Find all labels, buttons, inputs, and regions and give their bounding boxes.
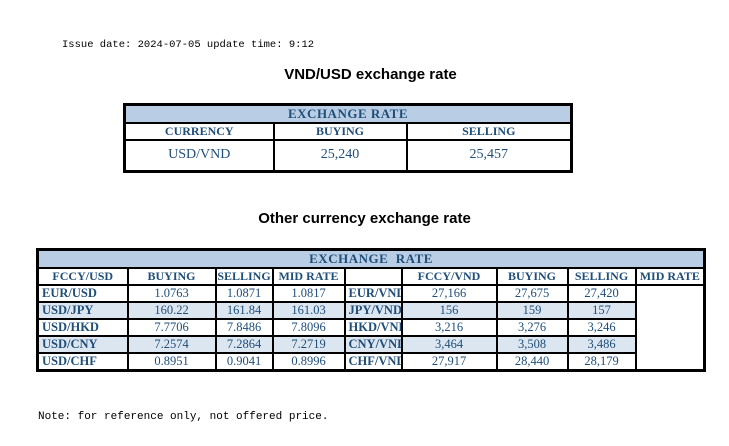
column-header-fccy-usd: FCCY/USD [36, 267, 129, 286]
column-header-selling: SELLING [405, 122, 573, 141]
column-header-mid-rate-vnd: MID RATE [634, 267, 706, 286]
pair-cell: EUR/VND [343, 284, 403, 303]
buying-cell: 3,464 [400, 335, 498, 354]
footnote: Note: for reference only, not offered pr… [38, 411, 329, 423]
selling-cell: 25,457 [405, 139, 573, 172]
column-header-mid-rate-usd: MID RATE [271, 267, 346, 286]
buying-cell: 0.8951 [126, 352, 217, 372]
selling-cell: 3,508 [495, 335, 569, 354]
selling-cell: 27,675 [495, 284, 569, 303]
exchange-rate-band: EXCHANGE RATE [123, 103, 573, 124]
selling-cell: 161.84 [214, 301, 274, 320]
column-header-fccy-vnd: FCCY/VND [400, 267, 498, 286]
pair-cell: USD/JPY [36, 301, 129, 320]
rate-row-cny: USD/CNY 7.2574 7.2864 7.2719 CNY/VND 3,4… [36, 335, 705, 354]
mid-rate-cell: 3,486 [566, 335, 637, 354]
pair-cell: HKD/VND [343, 318, 403, 337]
spacer-cell [343, 267, 403, 286]
selling-cell: 3,276 [495, 318, 569, 337]
mid-rate-cell: 7.2719 [271, 335, 346, 354]
buying-cell: 7.7706 [126, 318, 217, 337]
selling-cell: 28,440 [495, 352, 569, 372]
buying-cell: 27,917 [400, 352, 498, 372]
buying-cell: 3,216 [400, 318, 498, 337]
vnd-usd-section-title: VND/USD exchange rate [284, 66, 457, 83]
column-header-row: FCCY/USD BUYING SELLING MID RATE FCCY/VN… [36, 267, 706, 286]
other-currency-exchange-rate-table: EXCHANGE RATE FCCY/USD BUYING SELLING MI… [36, 248, 707, 372]
mid-rate-cell: 161.03 [271, 301, 346, 320]
pair-cell: EUR/USD [36, 284, 129, 303]
other-currency-section-title: Other currency exchange rate [258, 210, 471, 227]
pair-cell: CNY/VND [343, 335, 403, 354]
buying-cell: 156 [400, 301, 498, 320]
issue-date-line: Issue date: 2024-07-05 update time: 9:12 [62, 39, 315, 51]
rate-row: USD/VND 25,240 25,457 [123, 139, 573, 172]
rate-row-hkd: USD/HKD 7.7706 7.8486 7.8096 HKD/VND 3,2… [36, 318, 705, 337]
rate-row-jpy: USD/JPY 160.22 161.84 161.03 JPY/VND 156… [36, 301, 705, 320]
pair-cell: USD/CNY [36, 335, 129, 354]
column-header-row: CURRENCY BUYING SELLING [123, 122, 573, 141]
pair-cell: JPY/VND [343, 301, 403, 320]
rate-row-eur: EUR/USD 1.0763 1.0871 1.0817 EUR/VND 27,… [36, 284, 705, 303]
buying-cell: 1.0763 [126, 284, 217, 303]
buying-cell: 7.2574 [126, 335, 217, 354]
table-band-row: EXCHANGE RATE [123, 103, 573, 124]
pair-cell: USD/HKD [36, 318, 129, 337]
buying-cell: 27,166 [400, 284, 498, 303]
column-header-selling-vnd: SELLING [566, 267, 637, 286]
mid-rate-cell: 1.0817 [271, 284, 346, 303]
vnd-usd-exchange-rate-table: EXCHANGE RATE CURRENCY BUYING SELLING US… [123, 103, 574, 173]
column-header-buying: BUYING [272, 122, 408, 141]
rate-row-chf: USD/CHF 0.8951 0.9041 0.8996 CHF/VND 27,… [36, 352, 705, 372]
selling-cell: 0.9041 [214, 352, 274, 372]
buying-cell: 25,240 [272, 139, 408, 172]
pair-cell: CHF/VND [343, 352, 403, 372]
mid-rate-cell: 3,246 [566, 318, 637, 337]
column-header-selling-usd: SELLING [214, 267, 274, 286]
selling-cell: 7.8486 [214, 318, 274, 337]
mid-rate-cell: 0.8996 [271, 352, 346, 372]
column-header-buying-vnd: BUYING [495, 267, 569, 286]
mid-rate-cell: 157 [566, 301, 637, 320]
table-band-row: EXCHANGE RATE [36, 248, 706, 269]
column-header-currency: CURRENCY [123, 122, 275, 141]
exchange-rate-band: EXCHANGE RATE [36, 248, 706, 269]
mid-rate-cell: 7.8096 [271, 318, 346, 337]
mid-rate-cell: 27,420 [566, 284, 637, 303]
selling-cell: 7.2864 [214, 335, 274, 354]
pair-cell: USD/CHF [36, 352, 129, 372]
mid-rate-cell: 28,179 [566, 352, 637, 372]
column-header-buying-usd: BUYING [126, 267, 217, 286]
selling-cell: 159 [495, 301, 569, 320]
selling-cell: 1.0871 [214, 284, 274, 303]
buying-cell: 160.22 [126, 301, 217, 320]
currency-cell: USD/VND [123, 139, 275, 172]
